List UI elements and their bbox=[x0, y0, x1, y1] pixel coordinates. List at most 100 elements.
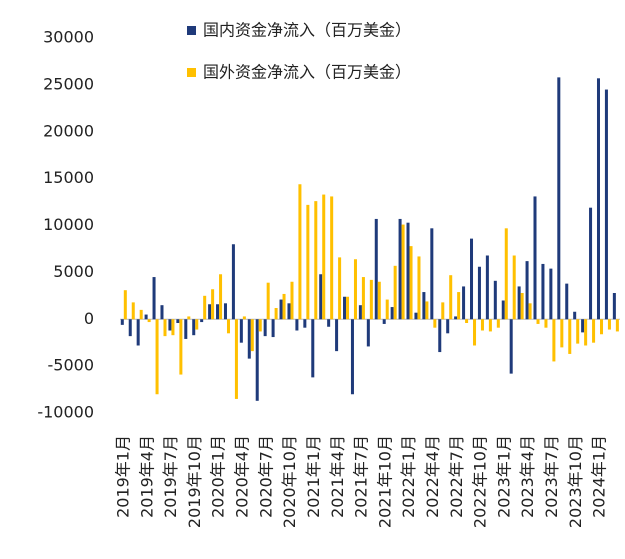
bar bbox=[247, 319, 251, 359]
bar bbox=[549, 268, 553, 320]
bar bbox=[533, 196, 537, 320]
bar bbox=[430, 228, 434, 320]
bar bbox=[295, 319, 299, 331]
bar bbox=[192, 319, 196, 336]
bar bbox=[401, 224, 405, 320]
bar bbox=[139, 309, 143, 320]
bar bbox=[223, 303, 227, 320]
bar bbox=[422, 292, 426, 320]
bar bbox=[589, 207, 593, 320]
y-tick-label: 25000 bbox=[43, 74, 94, 93]
bar bbox=[536, 319, 540, 324]
bar bbox=[390, 307, 394, 320]
bar bbox=[319, 274, 323, 320]
bar bbox=[449, 275, 453, 320]
bar bbox=[234, 319, 238, 399]
x-tick-label: 2020年1月 bbox=[209, 435, 228, 518]
x-tick-label: 2021年4月 bbox=[328, 435, 347, 518]
x-tick-label: 2024年1月 bbox=[590, 435, 609, 518]
bar bbox=[314, 201, 318, 320]
bar bbox=[271, 319, 275, 338]
bar bbox=[330, 196, 334, 320]
bar bbox=[343, 296, 347, 320]
bar bbox=[306, 204, 310, 320]
bar bbox=[147, 319, 151, 323]
x-tick-label: 2020年4月 bbox=[233, 435, 252, 518]
bar bbox=[517, 286, 521, 320]
bar bbox=[144, 314, 148, 320]
bar bbox=[446, 319, 450, 334]
bar bbox=[303, 319, 307, 328]
x-tick-label: 2019年7月 bbox=[161, 435, 180, 518]
x-tick-label: 2021年7月 bbox=[352, 435, 371, 518]
bar bbox=[369, 279, 373, 320]
legend-marker bbox=[187, 26, 196, 35]
y-tick-label: 5000 bbox=[53, 262, 94, 281]
x-tick-label: 2022年4月 bbox=[423, 435, 442, 518]
y-tick-label: 20000 bbox=[43, 121, 94, 140]
bar bbox=[335, 319, 339, 352]
bar bbox=[131, 302, 135, 320]
bar bbox=[187, 316, 191, 320]
bar bbox=[179, 319, 183, 375]
bar bbox=[123, 290, 127, 320]
x-tick-label: 2022年10月 bbox=[471, 435, 490, 528]
bar bbox=[155, 319, 159, 395]
bar bbox=[346, 296, 350, 320]
bar bbox=[454, 316, 458, 320]
bar bbox=[604, 89, 608, 320]
bar bbox=[208, 304, 212, 320]
bar bbox=[565, 283, 569, 320]
y-tick-label: 30000 bbox=[43, 28, 94, 47]
bar bbox=[350, 319, 354, 395]
x-tick-label: 2019年10月 bbox=[185, 435, 204, 528]
bar bbox=[528, 303, 532, 320]
legend-label: 国外资金净流入（百万美金） bbox=[203, 63, 411, 82]
x-tick-label: 2020年10月 bbox=[280, 435, 299, 528]
x-tick-label: 2023年10月 bbox=[566, 435, 585, 528]
bar bbox=[120, 319, 124, 325]
bar bbox=[573, 311, 577, 320]
bar bbox=[152, 277, 156, 320]
bar bbox=[195, 319, 199, 330]
bar bbox=[171, 319, 175, 336]
bar bbox=[255, 319, 259, 401]
bar bbox=[163, 319, 167, 337]
bar bbox=[417, 256, 421, 320]
bar bbox=[393, 265, 397, 320]
y-tick-label: 10000 bbox=[43, 215, 94, 234]
bar bbox=[477, 266, 481, 320]
bar bbox=[488, 319, 492, 332]
bar bbox=[465, 319, 469, 323]
bar bbox=[219, 274, 223, 320]
bar bbox=[485, 255, 489, 320]
bar bbox=[385, 299, 389, 320]
bar bbox=[592, 319, 596, 343]
bar bbox=[520, 293, 524, 320]
bar bbox=[584, 319, 588, 346]
bar bbox=[266, 282, 270, 320]
bar bbox=[327, 319, 331, 327]
bar bbox=[282, 293, 286, 320]
bar bbox=[581, 319, 585, 333]
bar bbox=[541, 263, 545, 320]
bar bbox=[425, 301, 429, 320]
y-tick-label: -10000 bbox=[37, 403, 94, 422]
bar bbox=[457, 292, 461, 320]
bar bbox=[322, 194, 326, 320]
bar bbox=[250, 319, 254, 352]
bar bbox=[353, 259, 357, 320]
bar bbox=[311, 319, 315, 378]
x-tick-label: 2023年4月 bbox=[518, 435, 537, 518]
bar bbox=[504, 228, 508, 320]
bar bbox=[406, 222, 410, 320]
bar bbox=[433, 319, 437, 328]
bar bbox=[382, 319, 386, 324]
bar bbox=[216, 304, 220, 320]
bar bbox=[544, 319, 548, 328]
x-tick-label: 2020年7月 bbox=[256, 435, 275, 518]
bar bbox=[160, 305, 164, 320]
bar bbox=[493, 280, 497, 320]
bar bbox=[377, 281, 381, 320]
bar bbox=[560, 319, 564, 348]
